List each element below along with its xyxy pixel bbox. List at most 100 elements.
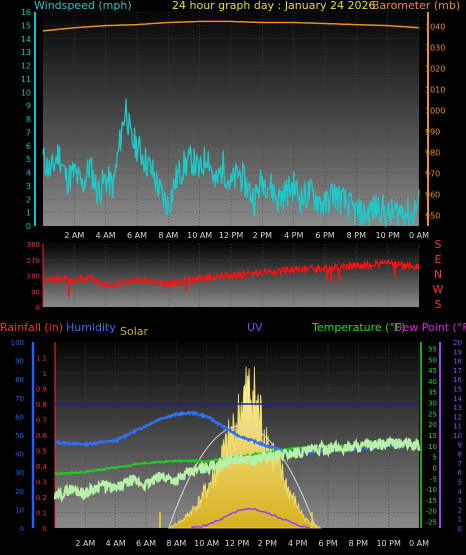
barometer-tick-label: 950 [425, 212, 440, 221]
wind-time-tick-label: 12 PM [219, 231, 244, 240]
compass-label: S [435, 238, 442, 251]
solar-series-area [167, 366, 322, 529]
windspeed-tick-label: 15 [21, 21, 31, 30]
windspeed-tick-label: 8 [26, 115, 31, 124]
compass-label: S [435, 298, 442, 311]
barometer-tick-label: 1020 [425, 65, 445, 74]
windspeed-tick-label: 9 [26, 102, 31, 111]
barometer-series-line [42, 20, 420, 32]
multi-time-tick-label: 6 AM [136, 539, 156, 548]
rainfall-tick-label: 0.3 [36, 479, 47, 487]
temperature-tick-label: 55 [428, 345, 437, 353]
temperature-axis-label: Temperature (°F) [311, 321, 406, 334]
barometer-tick-label: 970 [425, 170, 440, 179]
uv-tick-label: 20 [453, 339, 462, 347]
uv-tick-label: 16 [453, 376, 462, 384]
solar-label: Solar [120, 325, 149, 338]
wind-time-tick-label: 4 PM [284, 231, 303, 240]
rainfall-tick-label: 0.5 [36, 448, 47, 456]
barometer-ticks: 950 960 970 980 990 1000 1010 1020 1030 1040 [425, 23, 445, 221]
temperature-ticks: -25 -20 -15 -10 -5 0 5 10 15 20 25 30 35 40 45 50 55 [426, 345, 437, 526]
uv-tick-label: 15 [453, 386, 462, 394]
rainfall-tick-label: 0.9 [36, 386, 47, 394]
humidity-tick-label: 90 [15, 358, 24, 366]
temperature-tick-label: 15 [428, 432, 437, 440]
wind-time-tick-label: 6 AM [127, 231, 147, 240]
temperature-tick-label: 30 [428, 400, 437, 408]
multi-time-tick-label: 12 PM [225, 539, 250, 548]
windspeed-tick-label: 1 [26, 209, 31, 218]
barometer-tick-label: 960 [425, 191, 440, 200]
windspeed-tick-label: 13 [21, 48, 31, 57]
uv-tick-label: 10 [453, 432, 462, 440]
multi-time-tick-label: 4 AM [106, 539, 126, 548]
wind-time-ticks: 2 AM 4 AM 6 AM 8 AM 10 AM 12 PM 2 PM 4 PM 6 PM 8 … [64, 231, 429, 240]
direction-ticks: 360 270 180 90 0 [27, 241, 40, 312]
rainfall-tick-label: 1.1 [36, 355, 47, 363]
humidity-tick-label: 10 [15, 506, 24, 514]
uv-tick-label: 12 [453, 413, 462, 421]
uv-tick-label: 9 [458, 441, 462, 449]
uv-tick-label: 18 [453, 358, 462, 366]
windspeed-tick-label: 6 [26, 142, 31, 151]
windspeed-tick-label: 2 [26, 195, 31, 204]
windspeed-tick-label: 14 [21, 35, 31, 44]
wind-time-tick-label: 2 PM [253, 231, 272, 240]
direction-tick-label: 0 [36, 304, 40, 312]
humidity-tick-label: 100 [11, 339, 24, 347]
multi-time-tick-label: 0 AM [409, 539, 429, 548]
temperature-tick-label: 45 [428, 367, 437, 375]
windspeed-tick-label: 5 [26, 155, 31, 164]
windspeed-tick-label: 7 [26, 128, 31, 137]
humidity-tick-label: 0 [20, 525, 24, 533]
rainfall-ticks: 0 0.1 0.2 0.3 0.4 0.5 0.6 0.7 0.8 0.9 1 1.1 [36, 355, 48, 534]
temperature-tick-label: 40 [428, 378, 437, 386]
compass-label: E [435, 253, 442, 266]
direction-tick-label: 270 [27, 257, 40, 265]
page-title: 24 hour graph day : January 24 2026 [172, 0, 376, 12]
uv-tick-label: 6 [458, 469, 463, 477]
multi-time-tick-label: 2 PM [258, 539, 277, 548]
multi-time-tick-label: 10 AM [194, 539, 219, 548]
multi-time-ticks: 2 AM 4 AM 6 AM 8 AM 10 AM 12 PM 2 PM 4 PM 6 PM 8 … [75, 539, 429, 548]
barometer-axis-label: Barometer (mb) [372, 0, 460, 12]
uv-series-line [191, 507, 311, 530]
uv-label: UV [247, 321, 263, 334]
uv-tick-label: 1 [458, 516, 462, 524]
multi-time-tick-label: 6 PM [318, 539, 337, 548]
humidity-tick-label: 30 [15, 469, 24, 477]
humidity-tick-label: 80 [15, 376, 24, 384]
dewpoint-axis-label: Dew Point (°F) [394, 321, 466, 334]
barometer-tick-label: 990 [425, 128, 440, 137]
temperature-tick-label: 25 [428, 410, 437, 418]
direction-tick-label: 180 [27, 273, 40, 281]
multi-time-tick-label: 8 AM [166, 539, 186, 548]
rainfall-axis-label: Rainfall (in) [0, 321, 63, 334]
sunrise-sunset-markers [159, 512, 313, 528]
uv-tick-label: 7 [458, 460, 462, 468]
rainfall-tick-label: 0.2 [36, 494, 47, 502]
uv-tick-label: 11 [453, 423, 462, 431]
barometer-tick-label: 1040 [425, 23, 445, 32]
uv-tick-label: 8 [458, 451, 462, 459]
temperature-tick-label: 50 [428, 356, 437, 364]
temperature-tick-label: -25 [426, 519, 437, 527]
rainfall-tick-label: 0.4 [36, 463, 48, 471]
multi-time-tick-label: 4 PM [288, 539, 307, 548]
humidity-tick-label: 50 [15, 432, 24, 440]
direction-tick-label: 90 [31, 288, 40, 296]
temperature-tick-label: -15 [426, 497, 437, 505]
rainfall-tick-label: 0 [43, 525, 47, 533]
humidity-axis-label: Humidity [66, 321, 116, 334]
wind-time-tick-label: 0 AM [409, 231, 429, 240]
dewpoint-series-line [53, 435, 421, 503]
barometer-tick-label: 1030 [425, 44, 445, 53]
multi-time-tick-label: 10 PM [376, 539, 401, 548]
rainfall-tick-label: 0.1 [36, 510, 47, 518]
windspeed-tick-label: 11 [21, 75, 31, 84]
wind-time-tick-label: 2 AM [64, 231, 84, 240]
